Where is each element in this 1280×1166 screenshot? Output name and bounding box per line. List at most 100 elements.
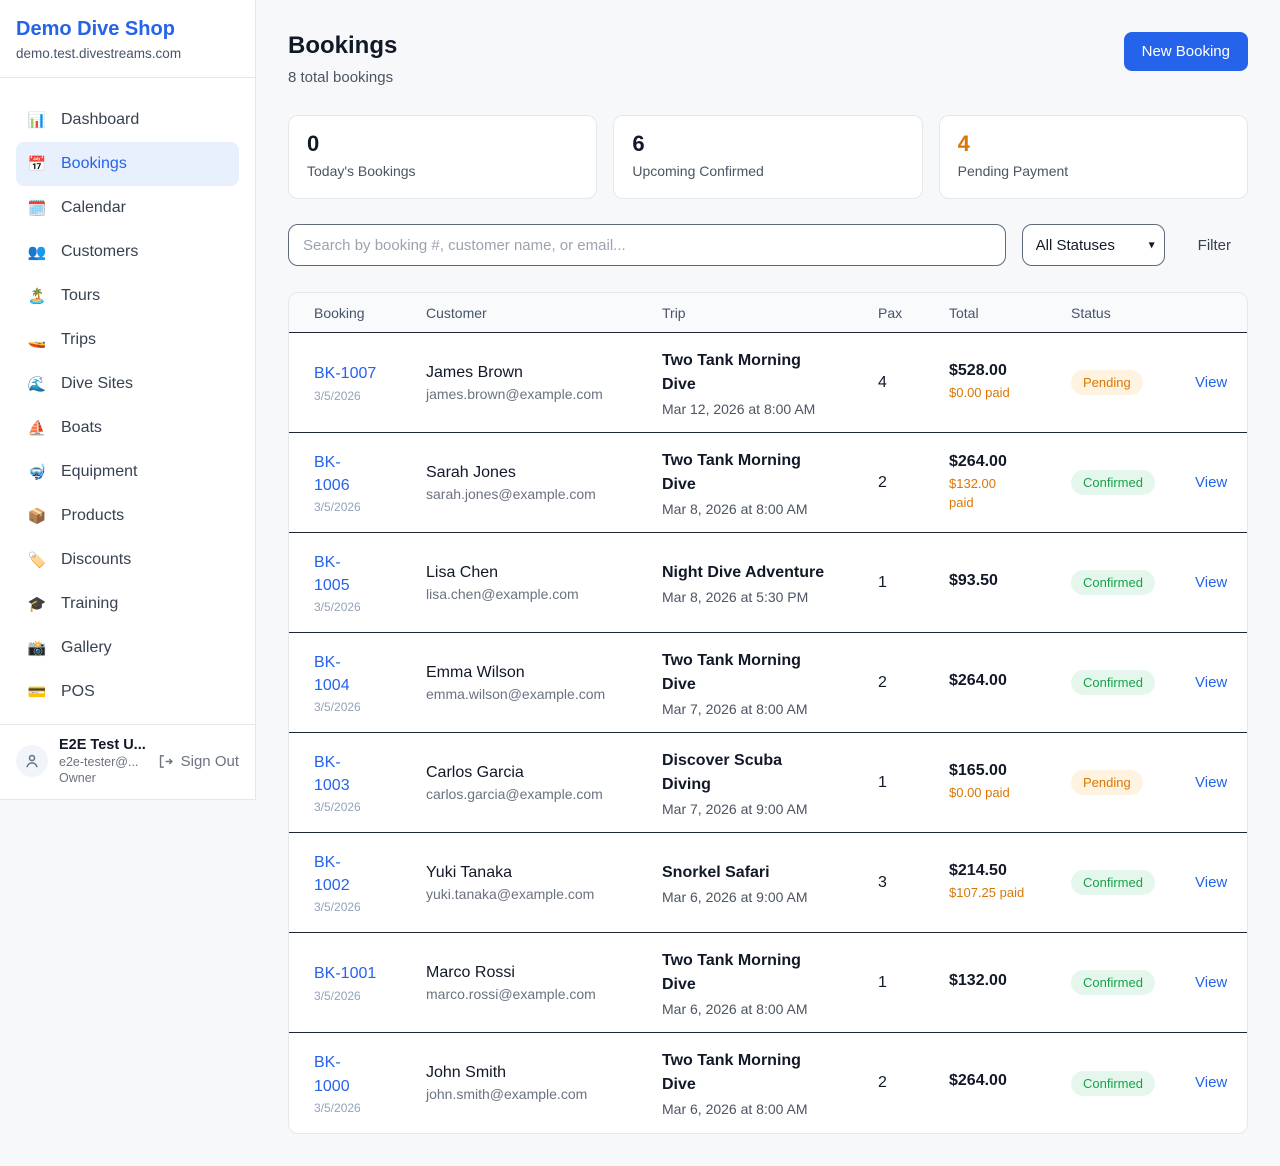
trip-name: Two Tank Morning Dive — [662, 651, 801, 693]
booking-id-link[interactable]: BK- 1003 — [314, 753, 350, 794]
stat-card-upcoming-confirmed: 6 Upcoming Confirmed — [613, 115, 923, 199]
stat-label: Pending Payment — [957, 163, 1069, 179]
trip-time: Mar 7, 2026 at 8:00 AM — [662, 700, 808, 717]
stat-value: 0 — [307, 131, 320, 156]
view-link[interactable]: View — [1195, 473, 1228, 491]
search-input[interactable] — [288, 224, 1006, 266]
booking-id-link[interactable]: BK- 1004 — [314, 653, 350, 694]
view-link[interactable]: View — [1195, 673, 1228, 691]
sign-out-button[interactable]: Sign Out — [157, 753, 239, 770]
brand-block: Demo Dive Shop demo.test.divestreams.com — [0, 0, 255, 78]
customer-email: john.smith@example.com — [426, 1086, 588, 1102]
pax-count: 1 — [878, 773, 887, 791]
user-section: E2E Test U... e2e-tester@... Owner Sign … — [0, 724, 255, 799]
page-title: Bookings — [288, 32, 398, 59]
sign-out-label: Sign Out — [180, 752, 239, 770]
status-badge: Confirmed — [1071, 970, 1155, 995]
sidebar-item-discounts[interactable]: 🏷️ Discounts — [16, 538, 239, 582]
brand-link[interactable]: Demo Dive Shop — [16, 18, 175, 40]
view-link[interactable]: View — [1195, 573, 1228, 591]
trip-time: Mar 8, 2026 at 5:30 PM — [662, 588, 809, 605]
sidebar-item-calendar[interactable]: 🗓️ Calendar — [16, 186, 239, 230]
booking-date: 3/5/2026 — [314, 900, 361, 915]
sidebar-item-boats[interactable]: ⛵ Boats — [16, 406, 239, 450]
customer-name: Lisa Chen — [426, 563, 499, 581]
pax-count: 4 — [878, 373, 887, 391]
sailboat-icon: ⛵ — [27, 420, 47, 437]
wave-icon: 🌊 — [27, 376, 47, 393]
sidebar-item-label: POS — [61, 683, 95, 700]
sidebar-item-label: Trips — [61, 331, 96, 348]
booking-date: 3/5/2026 — [314, 600, 361, 615]
sidebar-item-label: Equipment — [61, 463, 138, 480]
table-row: BK- 1002 3/5/2026 Yuki Tanaka yuki.tanak… — [289, 833, 1247, 933]
sidebar-item-equipment[interactable]: 🤿 Equipment — [16, 450, 239, 494]
pax-count: 1 — [878, 973, 887, 991]
total-amount: $165.00 — [949, 762, 1007, 780]
sidebar-item-label: Tours — [61, 287, 101, 304]
diving-mask-icon: 🤿 — [27, 464, 47, 481]
sidebar-item-products[interactable]: 📦 Products — [16, 494, 239, 538]
filter-button[interactable]: Filter — [1197, 236, 1231, 254]
view-link[interactable]: View — [1195, 1074, 1228, 1091]
view-link[interactable]: View — [1195, 373, 1228, 391]
view-link[interactable]: View — [1195, 773, 1228, 791]
table-body: BK-1007 3/5/2026 James Brown james.brown… — [289, 333, 1247, 1133]
bookings-calendar-icon: 📅 — [27, 156, 47, 173]
booking-id-link[interactable]: BK- 1006 — [314, 453, 350, 494]
user-role: Owner — [59, 771, 96, 785]
stat-value: 4 — [957, 131, 970, 156]
tours-island-icon: 🏝️ — [27, 288, 47, 305]
sidebar-item-tours[interactable]: 🏝️ Tours — [16, 274, 239, 318]
customers-icon: 👥 — [27, 244, 47, 261]
total-amount: $528.00 — [949, 362, 1007, 380]
view-link[interactable]: View — [1195, 873, 1228, 891]
total-amount: $264.00 — [949, 452, 1007, 470]
sidebar-item-gallery[interactable]: 📸 Gallery — [16, 626, 239, 670]
sidebar-item-label: Gallery — [61, 639, 112, 656]
trip-time: Mar 6, 2026 at 9:00 AM — [662, 888, 808, 905]
booking-id-link[interactable]: BK- 1000 — [314, 1054, 350, 1095]
sidebar-item-training[interactable]: 🎓 Training — [16, 582, 239, 626]
booking-id-link[interactable]: BK- 1002 — [314, 853, 350, 894]
customer-name: Emma Wilson — [426, 663, 525, 681]
sidebar-item-bookings[interactable]: 📅 Bookings — [16, 142, 239, 186]
trip-time: Mar 8, 2026 at 8:00 AM — [662, 500, 808, 517]
customer-email: james.brown@example.com — [426, 385, 603, 402]
sidebar-item-label: Calendar — [61, 199, 126, 216]
trip-name: Two Tank Morning Dive — [662, 351, 801, 393]
user-email: e2e-tester@... — [59, 755, 139, 769]
total-amount: $214.50 — [949, 862, 1007, 880]
main-content: Bookings 8 total bookings New Booking 0 … — [256, 0, 1280, 1166]
trip-name: Night Dive Adventure — [662, 563, 825, 581]
sidebar-item-dive-sites[interactable]: 🌊 Dive Sites — [16, 362, 239, 406]
table-row: BK-1001 3/5/2026 Marco Rossi marco.rossi… — [289, 933, 1247, 1033]
status-select[interactable]: All Statuses — [1021, 224, 1165, 266]
user-info: E2E Test U... e2e-tester@... Owner — [59, 737, 151, 785]
table-row: BK- 1006 3/5/2026 Sarah Jones sarah.jone… — [289, 433, 1247, 533]
view-link[interactable]: View — [1195, 973, 1228, 991]
sidebar-item-customers[interactable]: 👥 Customers — [16, 230, 239, 274]
trip-name: Discover Scuba Diving — [662, 751, 783, 793]
sidebar-item-trips[interactable]: 🚤 Trips — [16, 318, 239, 362]
customer-name: James Brown — [426, 363, 523, 381]
booking-id-link[interactable]: BK-1001 — [314, 965, 377, 983]
stats-row: 0 Today's Bookings 6 Upcoming Confirmed … — [288, 115, 1248, 199]
booking-id-link[interactable]: BK-1007 — [314, 365, 377, 383]
sidebar-item-label: Discounts — [61, 551, 132, 568]
column-header-status: Status — [1071, 304, 1111, 321]
sidebar-item-pos[interactable]: 💳 POS — [16, 670, 239, 714]
trip-name: Two Tank Morning Dive — [662, 451, 801, 493]
stat-label: Today's Bookings — [307, 163, 416, 179]
booking-date: 3/5/2026 — [314, 388, 361, 403]
sidebar-item-label: Customers — [61, 243, 139, 260]
sidebar-item-dashboard[interactable]: 📊 Dashboard — [16, 98, 239, 142]
new-booking-button[interactable]: New Booking — [1123, 32, 1248, 71]
total-amount: $264.00 — [949, 1072, 1007, 1089]
status-badge: Confirmed — [1071, 570, 1155, 595]
column-header-booking: Booking — [314, 304, 365, 321]
customer-email: marco.rossi@example.com — [426, 985, 596, 1002]
customer-name: Sarah Jones — [426, 463, 516, 481]
booking-id-link[interactable]: BK- 1005 — [314, 553, 350, 594]
customer-name: Carlos Garcia — [426, 763, 524, 781]
